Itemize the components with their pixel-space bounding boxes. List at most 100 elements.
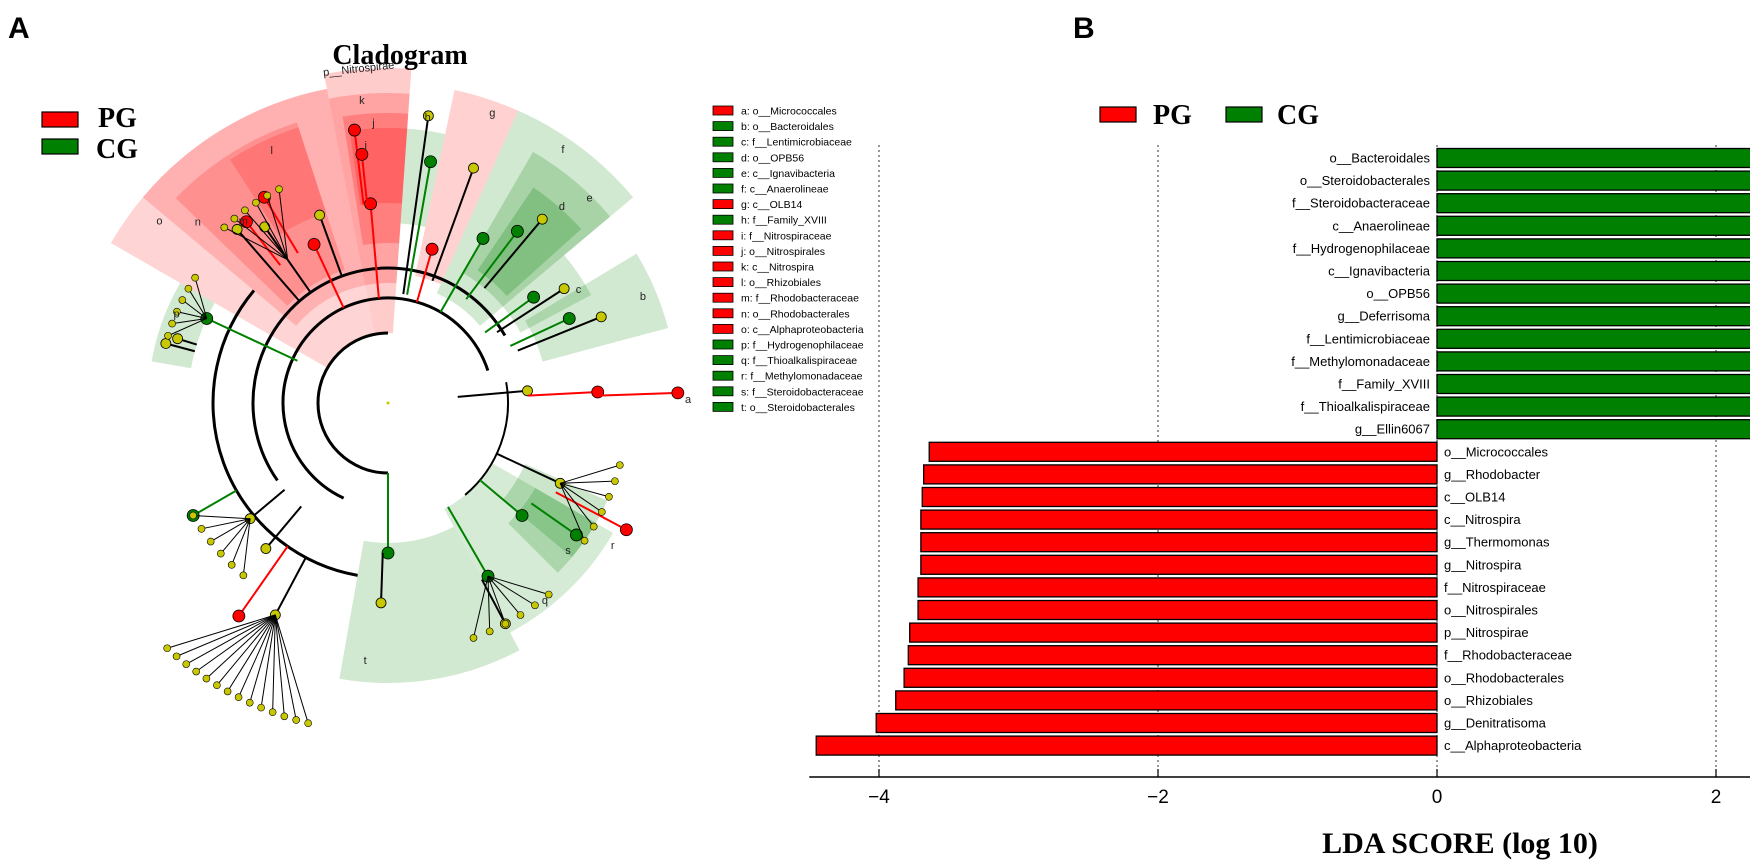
clade-branch: [369, 203, 380, 299]
clade-branch: [263, 196, 299, 254]
clade-leaf-branch: [238, 614, 276, 698]
legend-label-pg: PG: [98, 103, 137, 134]
clade-leaf-branch: [487, 576, 491, 632]
clade-sector-k: [328, 92, 410, 286]
clade-leaf-branch: [560, 480, 615, 484]
clade-node: [468, 162, 479, 174]
lda-bar-label: c__Nitrospira: [1444, 512, 1521, 527]
clade-leaf-branch: [185, 614, 276, 665]
clade-sector-letter: e: [586, 192, 592, 204]
panel-a-label: A: [8, 12, 30, 45]
lda-bar-label: g__Thermomonas: [1444, 535, 1550, 550]
clade-leaf-node: [544, 590, 553, 599]
clade-leaf-branch: [260, 614, 276, 708]
clade-key-item: h: f__Family_XVIII: [741, 215, 827, 227]
clade-key-item: m: f__Rhodobacteraceae: [741, 293, 859, 305]
legend-swatch-cg: [41, 138, 79, 155]
clade-key: a: o__Micrococcales b: o__Bacteroidales c:…: [712, 106, 864, 414]
clade-leaf-branch: [195, 614, 276, 672]
clade-leaf-branch: [249, 614, 276, 703]
lda-x-axis-label: LDA SCORE (log 10): [1322, 827, 1598, 860]
clade-node: [536, 213, 548, 225]
clade-leaf-branch: [201, 518, 251, 530]
clade-node: [522, 385, 533, 397]
clade-leaf-branch: [473, 576, 489, 639]
clade-key-item: k: c__Nitrospira: [741, 262, 814, 274]
lda-bar: [907, 645, 1438, 666]
clade-leaf-node: [223, 687, 232, 696]
lda-bar-label: f__Thioalkalispiraceae: [1301, 399, 1430, 414]
lda-bar: [1436, 328, 1750, 349]
clade-root-node: [386, 401, 390, 405]
clade-leaf-branch: [176, 311, 207, 319]
clade-key-item: j: o__Nitrospirales: [740, 246, 825, 258]
clade-node: [375, 597, 387, 609]
clade-branch: [447, 506, 489, 577]
clade-branch: [517, 315, 602, 352]
clade-leaf-branch: [487, 575, 536, 606]
clade-key-swatch: [712, 401, 734, 412]
clade-branch: [206, 317, 298, 362]
panel-b-label: B: [1073, 12, 1095, 45]
clade-node: [527, 290, 541, 304]
lda-bar: [895, 690, 1438, 711]
backbone-arc: [211, 289, 358, 577]
clade-key-swatch: [712, 152, 734, 163]
clade-branch: [265, 505, 302, 550]
lda-bar: [1436, 238, 1750, 259]
clade-leaf-node: [605, 492, 613, 501]
backbone-arc: [251, 266, 507, 482]
lda-bar: [1436, 170, 1750, 191]
clade-branch: [509, 317, 570, 347]
clade-leaf-node: [164, 331, 172, 340]
clade-branch: [192, 489, 237, 517]
clade-leaf-branch: [187, 288, 208, 319]
clade-leaf-node: [168, 319, 176, 328]
clade-sector-t: [339, 526, 520, 684]
lda-bar-label: o__Nitrospirales: [1444, 603, 1538, 618]
clade-leaf-node: [245, 698, 254, 707]
clade-leaf-branch: [193, 515, 251, 520]
clade-leaf-node: [252, 198, 260, 207]
clade-branch: [479, 479, 523, 517]
lda-legend-swatch-pg: [1099, 106, 1137, 123]
lda-bar-label: g__Deferrisoma: [1338, 309, 1431, 324]
clade-key-swatch: [712, 183, 734, 194]
lda-bar-label: p__Nitrospirae: [1444, 625, 1529, 640]
lda-bar: [920, 532, 1438, 553]
clade-branch: [496, 452, 561, 485]
lda-bar-label: o__Rhodobacterales: [1444, 670, 1564, 685]
lda-bar-label: g__Ellin6067: [1355, 422, 1430, 437]
lda-bar: [917, 599, 1438, 621]
clade-branch: [415, 248, 434, 303]
clade-sector-letter: r: [611, 540, 615, 552]
clade-branch: [236, 228, 301, 302]
backbone-arc: [281, 296, 490, 500]
clade-leaf-node: [184, 284, 193, 293]
lda-bar: [917, 577, 1438, 598]
lda-bar-label: f__Family_XVIII: [1338, 377, 1430, 392]
clade-branch: [318, 214, 343, 277]
clade-leaf-branch: [559, 483, 586, 541]
lda-bar: [922, 464, 1438, 485]
clade-leaf-branch: [182, 299, 208, 319]
clade-node: [381, 546, 395, 560]
clade-branch: [360, 154, 369, 205]
clade-sector-l: [230, 127, 327, 236]
clade-sector-r: [508, 488, 596, 573]
clade-node: [515, 509, 529, 522]
lda-bar-label: f__Rhodobacteraceae: [1444, 648, 1572, 663]
lda-chart: o__Bacteroidales o__Steroidobacterales f__…: [809, 145, 1750, 808]
clade-leaf-node: [516, 611, 525, 619]
clade-key-swatch: [712, 277, 734, 288]
clade-key-item: q: f__Thioalkalispiraceae: [741, 355, 857, 367]
clade-sector-letter: i: [365, 140, 367, 152]
clade-key-item: f: c__Anaerolineae: [741, 184, 829, 196]
clade-sector-letter: f: [561, 144, 565, 156]
clade-node: [348, 123, 361, 137]
clade-leaf-branch: [559, 482, 595, 527]
clade-leaf-branch: [487, 576, 506, 624]
clade-leaf-node: [611, 477, 619, 485]
clade-node: [307, 237, 321, 251]
